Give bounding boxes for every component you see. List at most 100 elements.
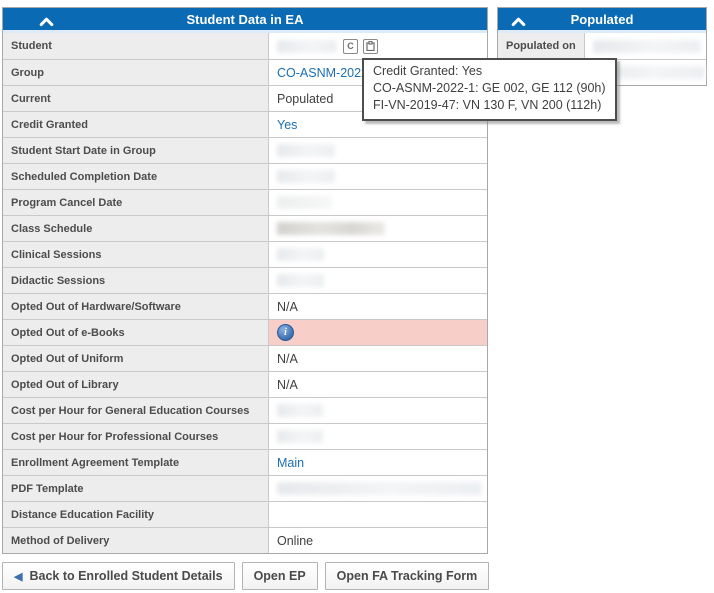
redacted-value [277, 274, 324, 287]
table-row: Group CO-ASNM-2022-1 [3, 59, 487, 85]
row-value: Online [269, 528, 487, 553]
row-label: Opted Out of Library [3, 372, 269, 397]
table-row: Class Schedule [3, 215, 487, 241]
row-label: Current [3, 86, 269, 111]
row-label: Credit Granted [3, 112, 269, 137]
open-ep-label: Open EP [253, 569, 306, 583]
redacted-value [277, 482, 482, 495]
row-value-text: N/A [277, 351, 298, 366]
row-label: Opted Out of e-Books [3, 320, 269, 345]
row-label: Class Schedule [3, 216, 269, 241]
row-value: N/A [269, 372, 487, 397]
row-value: N/A [269, 346, 487, 371]
table-row: Credit Granted Yes [3, 111, 487, 137]
row-label: Scheduled Completion Date [3, 164, 269, 189]
redacted-value [277, 222, 385, 235]
row-value: Yes [269, 112, 487, 137]
table-row: Cost per Hour for General Education Cour… [3, 397, 487, 423]
table-row: Opted Out of Hardware/Software N/A [3, 293, 487, 319]
row-value-link[interactable]: CO-ASNM-2022-1 [277, 65, 380, 80]
redacted-value [277, 196, 332, 209]
redacted-value [593, 66, 705, 79]
table-row: Student C [3, 33, 487, 59]
table-row: Method of Delivery Online [3, 527, 487, 553]
row-label: Didactic Sessions [3, 268, 269, 293]
row-value [269, 242, 487, 267]
open-fa-label: Open FA Tracking Form [336, 569, 478, 583]
table-row: Opted Out of Uniform N/A [3, 345, 487, 371]
row-label: Opted Out of Hardware/Software [3, 294, 269, 319]
row-value-text: N/A [277, 299, 298, 314]
footer-button-bar: ◀ Back to Enrolled Student Details Open … [2, 562, 490, 590]
redacted-value [277, 430, 323, 443]
row-value: CO-ASNM-2022-1 [269, 60, 487, 85]
table-row: Student Start Date in Group [3, 137, 487, 163]
row-label: Student Start Date in Group [3, 138, 269, 163]
redacted-value [277, 404, 323, 417]
row-label: Enrollment Agreement Template [3, 450, 269, 475]
tooltip-line: Credit Granted: Yes [373, 64, 483, 78]
credit-granted-tooltip: Credit Granted: Yes CO-ASNM-2022-1: GE 0… [362, 58, 617, 121]
tooltip-line: FI-VN-2019-47: VN 130 F, VN 200 (112h) [373, 98, 602, 112]
row-label: PDF Template [3, 476, 269, 501]
back-button-label: Back to Enrolled Student Details [29, 569, 223, 583]
populated-panel-header: Populated [498, 8, 706, 33]
table-row: Didactic Sessions [3, 267, 487, 293]
row-value [585, 60, 706, 85]
open-ep-button[interactable]: Open EP [241, 562, 318, 590]
table-row: Current Populated [3, 85, 487, 111]
table-row: Enrollment Agreement Template Main [3, 449, 487, 475]
table-row: Cost per Hour for Professional Courses [3, 423, 487, 449]
copy-c-icon[interactable]: C [343, 38, 358, 54]
row-value-text: Populated [277, 91, 334, 106]
row-label: Distance Education Facility [3, 502, 269, 527]
row-value: C [269, 33, 487, 59]
row-label: Method of Delivery [3, 528, 269, 553]
row-value [269, 476, 487, 501]
row-value-text: Online [277, 533, 314, 548]
redacted-value [277, 39, 337, 53]
panel-title: Student Data in EA [186, 11, 304, 27]
info-icon[interactable]: i [277, 324, 294, 341]
row-value: i [269, 320, 487, 345]
row-label: Cost per Hour for General Education Cour… [3, 398, 269, 423]
row-label: Student [3, 33, 269, 59]
row-value [269, 268, 487, 293]
row-label: Cost per Hour for Professional Courses [3, 424, 269, 449]
row-value [269, 216, 487, 241]
student-data-panel-header: Student Data in EA [3, 8, 487, 33]
open-fa-tracking-form-button[interactable]: Open FA Tracking Form [324, 562, 490, 590]
row-value-link[interactable]: Yes [277, 117, 298, 132]
table-row: Populated on [498, 33, 706, 59]
row-label: Program Cancel Date [3, 190, 269, 215]
row-value [269, 424, 487, 449]
row-value-link[interactable]: Main [277, 455, 305, 470]
row-value [269, 398, 487, 423]
tooltip-line: CO-ASNM-2022-1: GE 002, GE 112 (90h) [373, 81, 606, 95]
row-label: Opted Out of Uniform [3, 346, 269, 371]
collapse-chevron-icon[interactable] [511, 14, 526, 32]
back-to-enrolled-student-details-button[interactable]: ◀ Back to Enrolled Student Details [2, 562, 235, 590]
clipboard-icon[interactable] [363, 38, 378, 54]
row-value [269, 164, 487, 189]
back-arrow-icon: ◀ [14, 570, 23, 583]
row-value [269, 138, 487, 163]
table-row: Scheduled Completion Date [3, 163, 487, 189]
redacted-value [277, 144, 335, 157]
redacted-value [277, 170, 335, 183]
panel-title: Populated [570, 11, 634, 27]
row-label: Group [3, 60, 269, 85]
redacted-value [277, 248, 324, 261]
table-row: Opted Out of e-Books i [3, 319, 487, 345]
row-value [269, 190, 487, 215]
table-row: Opted Out of Library N/A [3, 371, 487, 397]
row-value: N/A [269, 294, 487, 319]
collapse-chevron-icon[interactable] [39, 14, 54, 32]
table-row: Distance Education Facility [3, 501, 487, 527]
row-value [585, 33, 706, 59]
row-value: Main [269, 450, 487, 475]
redacted-value [593, 39, 701, 53]
row-value-text: N/A [277, 377, 298, 392]
row-value: Populated [269, 86, 487, 111]
row-label: Clinical Sessions [3, 242, 269, 267]
